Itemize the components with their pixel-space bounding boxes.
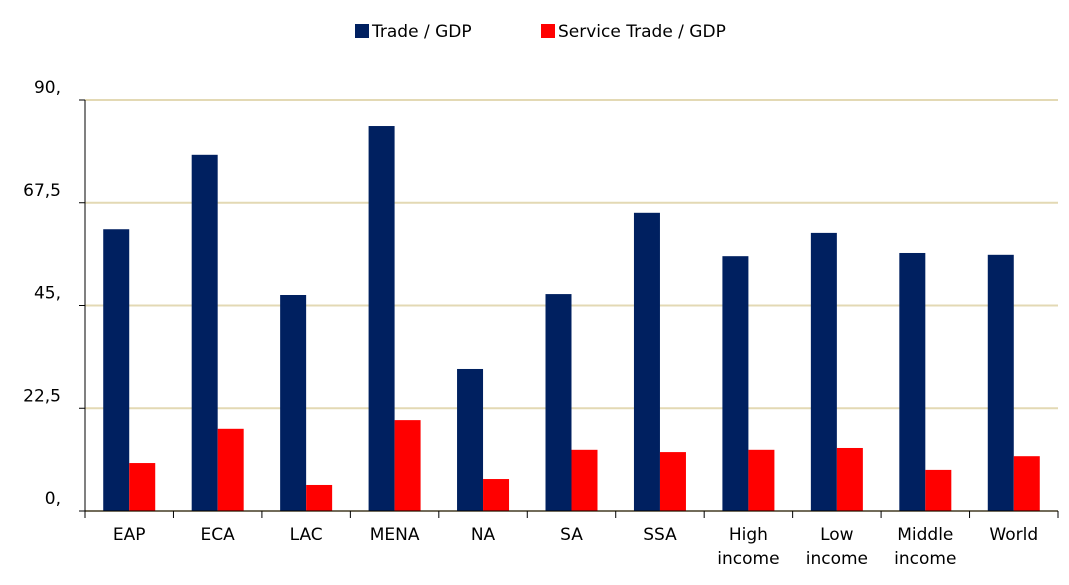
- bar: [306, 484, 333, 511]
- bar: [394, 420, 421, 511]
- y-tick-label: 45,: [34, 284, 61, 304]
- bar: [217, 428, 244, 511]
- x-tick-label: MENA: [369, 525, 420, 545]
- x-tick-label: EAP: [112, 525, 146, 545]
- x-tick-label: SA: [560, 525, 583, 545]
- x-tick-label: Middle income: [894, 525, 957, 569]
- bar: [810, 232, 837, 511]
- x-tick-label: High income: [717, 525, 780, 569]
- legend-label: Service Trade / GDP: [558, 22, 726, 42]
- bar: [368, 126, 395, 511]
- x-tick-label: ECA: [200, 525, 235, 545]
- x-tick-label: LAC: [289, 525, 323, 545]
- y-tick-label: 0,: [45, 489, 61, 509]
- bar: [280, 294, 307, 511]
- y-tick-label: 22,5: [23, 386, 61, 406]
- bar: [899, 252, 926, 511]
- x-tick-label: NA: [470, 525, 496, 545]
- legend-swatch: [541, 24, 555, 38]
- bar: [191, 154, 218, 512]
- y-tick-label: 90,: [34, 78, 61, 98]
- y-tick-label: 67,5: [23, 181, 61, 201]
- bar: [633, 212, 660, 511]
- bar: [1013, 456, 1040, 511]
- x-tick-label: SSA: [643, 525, 677, 545]
- bar: [836, 447, 863, 511]
- legend-label: Trade / GDP: [371, 22, 472, 42]
- bar: [571, 449, 598, 511]
- legend-swatch: [355, 24, 369, 38]
- x-tick-label: World: [989, 525, 1039, 545]
- bar: [925, 469, 952, 511]
- bar: [722, 256, 749, 511]
- bar: [659, 452, 686, 511]
- bar: [545, 294, 572, 511]
- bar: [457, 368, 484, 511]
- x-tick-label: Low income: [805, 525, 868, 569]
- bar: [748, 449, 775, 511]
- bar: [103, 229, 130, 511]
- bar: [129, 463, 156, 511]
- bar: [987, 254, 1014, 511]
- bar: [483, 479, 510, 511]
